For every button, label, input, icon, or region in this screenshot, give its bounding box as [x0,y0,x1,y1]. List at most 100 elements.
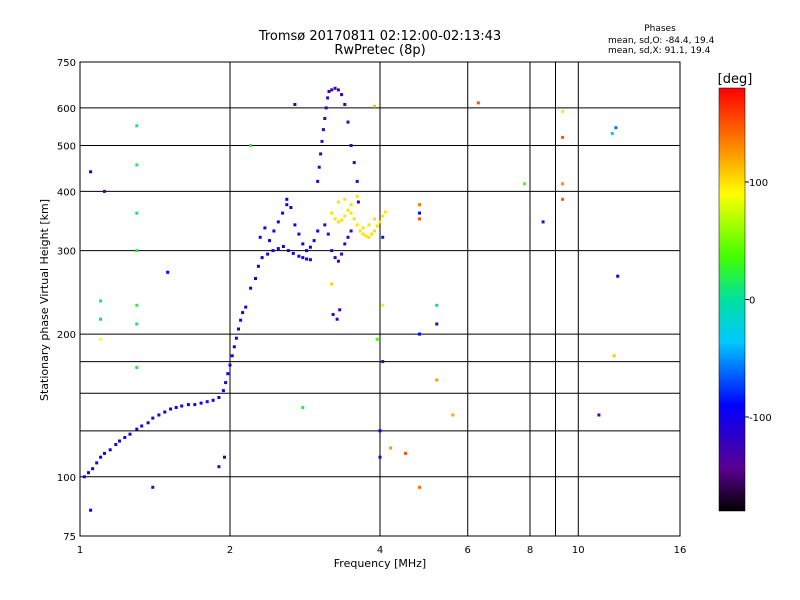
x-tick-labels: 1 2 4 6 8 10 16 [77,545,687,556]
data-point [330,88,334,92]
x-tick-label: 4 [377,545,383,556]
data-point [89,508,93,512]
data-point [330,282,334,286]
data-point [476,101,480,105]
data-points [82,86,620,512]
phase-stats-o: mean, sd,O: -84.4, 19.4 [608,36,715,46]
data-point [89,170,93,174]
data-point [330,211,334,215]
data-point [389,446,393,450]
data-point [266,252,270,256]
data-point [355,223,359,227]
data-point [378,220,382,224]
data-point [320,139,324,143]
data-point [244,305,248,309]
y-tick-labels: 75 100 200 300 400 500 600 750 [57,58,76,543]
data-point [346,120,350,124]
data-point [82,475,86,479]
y-axis-label: Stationary phase Virtual Height [km] [38,199,51,401]
data-point [364,234,368,238]
data-point [561,135,565,139]
data-point [293,223,297,227]
data-point [151,416,155,420]
data-point [285,197,289,201]
data-point [383,210,387,214]
data-point [373,104,376,108]
y-tick-label: 200 [57,330,76,341]
data-point [103,451,106,455]
data-point [561,182,565,186]
data-point [418,211,421,215]
data-point [610,132,614,135]
data-point [135,427,139,431]
data-point [418,332,421,336]
data-point [281,245,285,248]
data-point [223,455,226,459]
data-point [135,303,139,307]
data-point [356,200,360,204]
data-point [375,224,379,228]
data-point [381,360,385,364]
data-point [135,322,139,326]
x-tick-label: 6 [465,545,471,556]
data-point [612,354,616,358]
data-point [254,277,257,280]
chart-title: Tromsø 20170811 02:12:00-02:13:43 [258,29,501,44]
data-point [301,406,305,409]
y-tick-label: 750 [57,58,76,69]
data-point [614,126,618,130]
data-point [346,208,350,212]
data-point [99,337,103,341]
data-point [323,223,327,227]
data-point [352,161,356,165]
data-point [418,485,421,489]
y-tick-label: 600 [57,104,76,115]
data-point [340,218,344,222]
data-point [308,245,312,249]
data-point [333,86,337,90]
data-point [327,90,331,93]
chart-subtitle: RwPretec (8p) [334,43,425,58]
data-point [123,436,127,439]
data-point [340,93,344,97]
data-point [135,366,139,369]
data-point [435,378,439,382]
data-point [435,322,439,326]
data-point [451,413,455,417]
data-point [343,242,347,246]
data-point [561,109,565,113]
data-point [268,239,271,243]
data-point [237,327,240,331]
grid-lines [80,62,680,536]
data-point [331,313,335,316]
x-tick-label: 10 [572,545,585,556]
data-point [378,455,382,459]
data-point [146,421,150,425]
data-point [616,274,620,278]
data-point [335,317,339,321]
x-tick-label: 16 [674,545,687,556]
data-point [286,249,290,253]
data-point [128,432,132,436]
data-point [381,235,385,239]
x-tick-label: 8 [527,545,533,556]
colorbar-tick-label: 100 [749,178,768,189]
data-point [333,256,337,260]
data-point [272,229,276,233]
data-point [305,257,309,261]
data-point [211,398,215,402]
data-point [205,400,209,404]
data-point [256,264,260,268]
data-point [378,429,382,433]
data-point [263,226,267,230]
data-point [249,144,253,147]
data-point [239,318,243,322]
data-point [333,217,337,221]
data-point [228,363,232,367]
data-point [163,410,167,414]
data-point [226,372,230,376]
data-point [276,247,280,251]
data-point [297,254,301,258]
data-point [193,403,197,407]
data-point [358,229,362,233]
